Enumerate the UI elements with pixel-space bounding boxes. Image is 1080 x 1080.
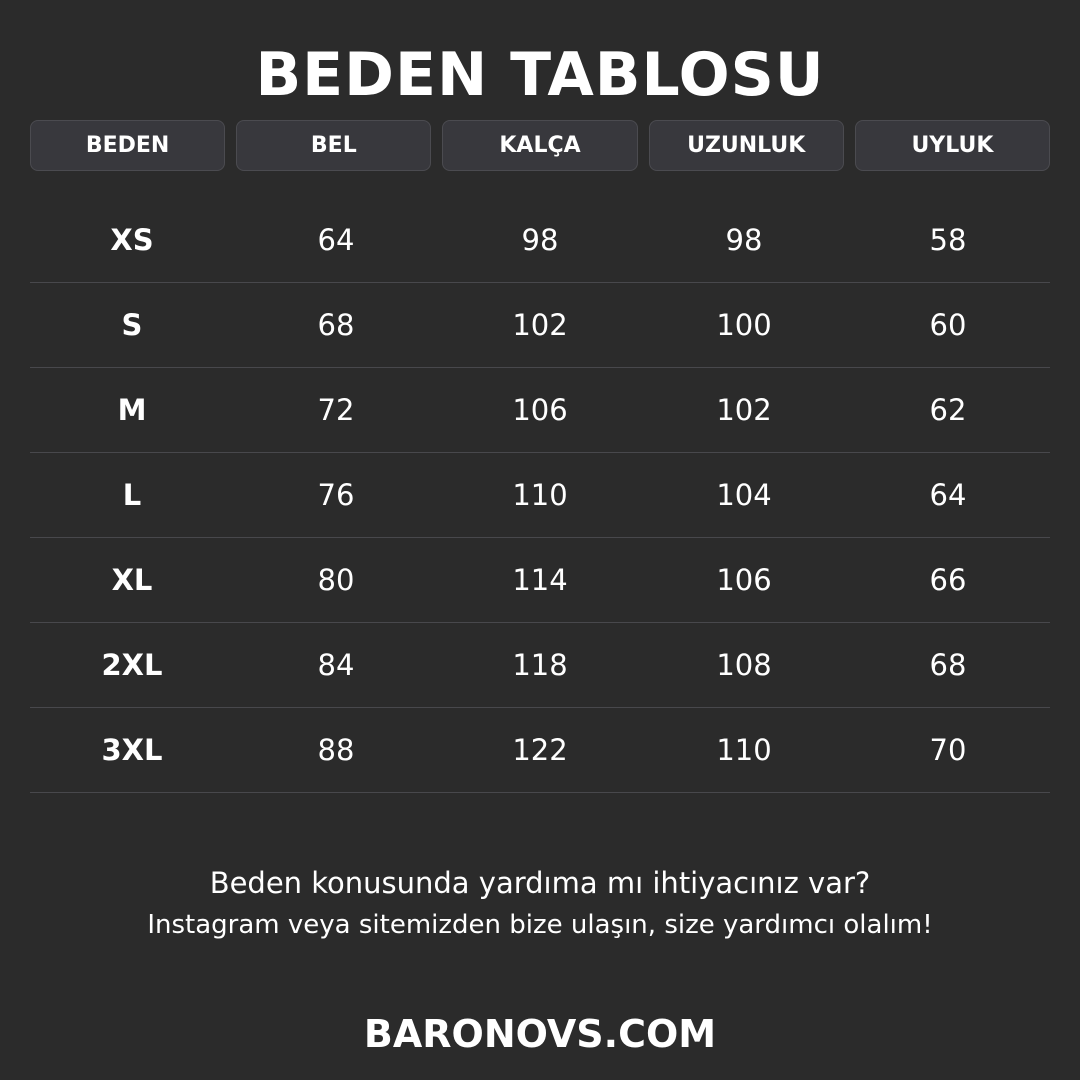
- page-title: BEDEN TABLOSU: [255, 40, 825, 110]
- measurement-cell: 106: [716, 563, 772, 597]
- website-link[interactable]: BARONOVS.COM: [363, 1012, 717, 1056]
- table-row: L 76 110 104 64: [30, 453, 1050, 538]
- size-label: XL: [111, 563, 153, 597]
- measurement-cell: 122: [512, 733, 568, 767]
- measurement-cell: 102: [512, 308, 568, 342]
- measurement-cell: 68: [929, 648, 967, 682]
- measurement-cell: 110: [512, 478, 568, 512]
- measurement-cell: 102: [716, 393, 772, 427]
- help-text: Beden konusunda yardıma mı ihtiyacınız v…: [209, 866, 871, 900]
- measurement-cell: 62: [929, 393, 967, 427]
- measurement-cell: 98: [521, 223, 559, 257]
- measurement-cell: 104: [716, 478, 772, 512]
- size-label: XS: [110, 223, 154, 257]
- measurement-cell: 98: [725, 223, 763, 257]
- size-label: 2XL: [101, 648, 163, 682]
- measurement-cell: 100: [716, 308, 772, 342]
- contact-text: Instagram veya sitemizden bize ulaşın, s…: [147, 910, 933, 940]
- measurement-cell: 60: [929, 308, 967, 342]
- measurement-cell: 88: [317, 733, 355, 767]
- column-header: UYLUK: [854, 120, 1051, 171]
- size-label: S: [121, 308, 143, 342]
- size-table: XS 64 98 98 58 S 68 102 100 60 M 72 106 102 62 L 76 110 10…: [30, 198, 1050, 793]
- table-header: BEDEN BEL KALÇA UZUNLUK UYLUK: [30, 120, 1051, 171]
- column-header: KALÇA: [442, 120, 638, 171]
- column-header: UZUNLUK: [648, 120, 844, 171]
- measurement-cell: 114: [512, 563, 568, 597]
- column-header: BEDEN: [30, 120, 226, 171]
- measurement-cell: 64: [317, 223, 355, 257]
- measurement-cell: 80: [317, 563, 355, 597]
- table-row: XL 80 114 106 66: [30, 538, 1050, 623]
- table-row: M 72 106 102 62: [30, 368, 1050, 453]
- measurement-cell: 110: [716, 733, 772, 767]
- measurement-cell: 106: [512, 393, 568, 427]
- measurement-cell: 72: [317, 393, 355, 427]
- size-label: L: [122, 478, 142, 512]
- size-label: M: [117, 393, 147, 427]
- table-row: 3XL 88 122 110 70: [30, 708, 1050, 793]
- table-row: S 68 102 100 60: [30, 283, 1050, 368]
- size-label: 3XL: [101, 733, 163, 767]
- measurement-cell: 64: [929, 478, 967, 512]
- column-header: BEL: [236, 120, 432, 171]
- measurement-cell: 70: [929, 733, 967, 767]
- table-row: XS 64 98 98 58: [30, 198, 1050, 283]
- table-row: 2XL 84 118 108 68: [30, 623, 1050, 708]
- measurement-cell: 76: [317, 478, 355, 512]
- measurement-cell: 118: [512, 648, 568, 682]
- measurement-cell: 108: [716, 648, 772, 682]
- measurement-cell: 66: [929, 563, 967, 597]
- measurement-cell: 84: [317, 648, 355, 682]
- measurement-cell: 58: [929, 223, 967, 257]
- measurement-cell: 68: [317, 308, 355, 342]
